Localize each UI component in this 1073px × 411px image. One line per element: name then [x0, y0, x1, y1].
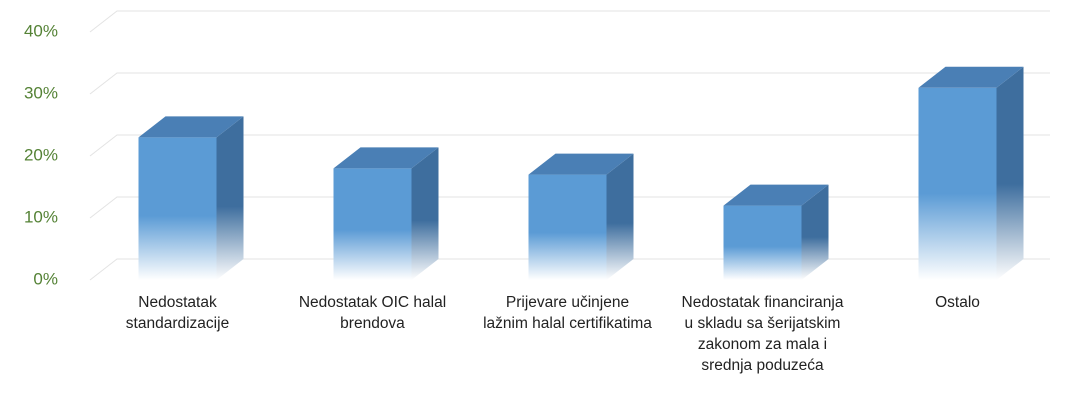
- x-tick-label: Nedostatak financiranja u skladu sa šeri…: [681, 294, 844, 374]
- bar-top: [723, 184, 829, 206]
- y-tick-label: 40%: [24, 21, 58, 40]
- bar-side: [996, 66, 1024, 280]
- grid-line: [89, 134, 1050, 157]
- bar-side: [801, 184, 829, 280]
- bar-top: [333, 147, 439, 169]
- x-tick-label: Nedostatak OIC halal brendova: [298, 294, 447, 332]
- y-tick-label: 0%: [33, 269, 58, 288]
- bar: [528, 174, 607, 280]
- x-tick-label: Ostalo: [935, 294, 980, 311]
- grid-line: [89, 10, 1050, 33]
- bar-side: [411, 147, 439, 280]
- y-tick-label: 10%: [24, 207, 58, 226]
- bar: [723, 205, 802, 280]
- y-tick-label: 30%: [24, 83, 58, 102]
- bar: [918, 87, 997, 280]
- bar-top: [528, 153, 634, 175]
- bar-side: [606, 153, 634, 280]
- bar-top: [918, 66, 1024, 88]
- grid-line: [89, 72, 1050, 95]
- x-tick-label: Nedostatak standardizacije: [125, 294, 230, 332]
- x-tick-label: Prijevare učinjene lažnim halal certifik…: [483, 294, 652, 332]
- bar: [138, 137, 217, 280]
- bar-top: [138, 116, 244, 138]
- bar: [333, 168, 412, 280]
- y-tick-label: 20%: [24, 145, 58, 164]
- bar-side: [216, 116, 244, 281]
